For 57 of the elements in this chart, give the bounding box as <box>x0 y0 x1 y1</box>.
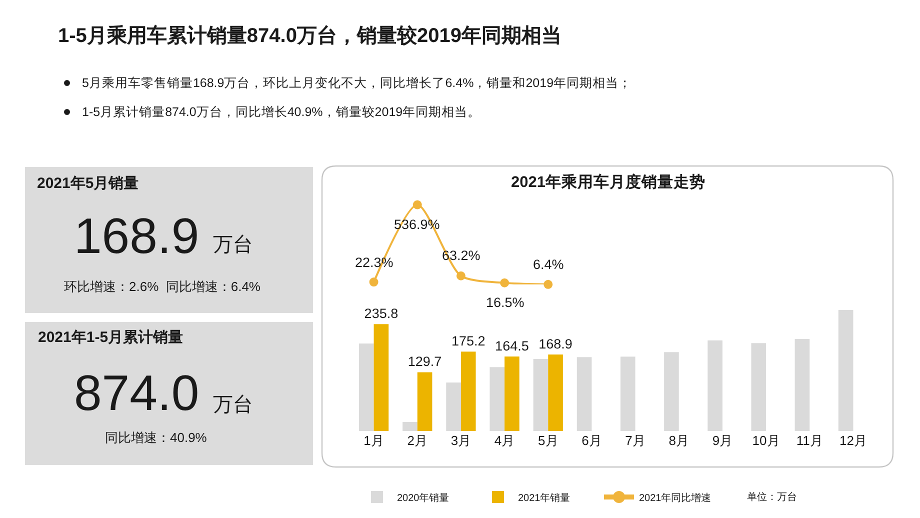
x-tick-label: 6月 <box>582 433 602 448</box>
text: 环比增速：2.6% 同比增速：6.4% <box>64 279 261 294</box>
bar <box>838 310 854 431</box>
data-label: 168.9 <box>538 336 572 352</box>
text: 2021年5月销量 <box>37 175 139 192</box>
bar <box>751 343 766 431</box>
text: 168.9 <box>74 208 200 264</box>
text: 1-5月乘用车累计销量874.0万台，销量较2019年同期相当 <box>58 24 562 47</box>
text: 万台 <box>213 234 253 256</box>
x-tick-label: 1月 <box>364 433 384 448</box>
data-label: 175.2 <box>451 334 486 349</box>
bar <box>374 324 389 431</box>
x-tick-label: 3月 <box>450 433 472 448</box>
x-tick-label: 8月 <box>668 433 689 448</box>
text: 874.0 <box>74 365 200 421</box>
legend-label: 2021年同比增速 <box>639 492 712 504</box>
text: 同比增速：40.9% <box>105 430 208 445</box>
point <box>369 278 378 287</box>
x-tick-label: 10月 <box>752 433 780 448</box>
point <box>500 278 510 288</box>
bar <box>794 339 810 431</box>
bar <box>708 340 722 431</box>
legend-label: 2020年销量 <box>397 492 450 504</box>
x-tick-label: 4月 <box>494 433 515 448</box>
data-label: 164.5 <box>495 338 529 354</box>
point <box>456 271 466 280</box>
bar <box>533 358 548 431</box>
bar <box>664 352 679 431</box>
x-tick-label: 11月 <box>796 433 823 448</box>
text: 单位：万台 <box>747 491 797 503</box>
data-label: 235.8 <box>364 306 398 322</box>
legend-label: 2021年销量 <box>518 492 570 504</box>
point <box>412 200 422 210</box>
bar <box>460 352 476 431</box>
text: 1-5月累计销量874.0万台，同比增长40.9%，销量较2019年同期相当。 <box>82 105 481 119</box>
data-label: 129.7 <box>408 354 442 370</box>
bar <box>576 357 592 431</box>
data-label: 16.5% <box>486 295 524 310</box>
bar <box>490 367 505 431</box>
x-tick-label: 2月 <box>407 433 428 448</box>
data-label: 6.4% <box>533 257 564 272</box>
bar <box>504 356 520 431</box>
x-tick-label: 12月 <box>839 433 867 448</box>
text: 万台 <box>213 394 253 416</box>
bar <box>402 422 418 431</box>
bar <box>417 372 432 431</box>
bar <box>620 356 636 431</box>
text: 5月乘用车零售销量168.9万台，环比上月变化不大，同比增长了6.4%，销量和2019年同期相当； <box>82 76 632 90</box>
text: 2021年1-5月累计销量 <box>38 329 184 346</box>
chart-title: 2021年乘用车月度销量走势 <box>511 172 706 191</box>
bar <box>548 354 563 431</box>
bar <box>446 382 461 431</box>
x-tick-label: 7月 <box>625 433 646 448</box>
point <box>544 280 553 289</box>
bar <box>358 344 374 431</box>
x-tick-label: 9月 <box>712 433 733 448</box>
x-tick-label: 5月 <box>538 433 558 448</box>
